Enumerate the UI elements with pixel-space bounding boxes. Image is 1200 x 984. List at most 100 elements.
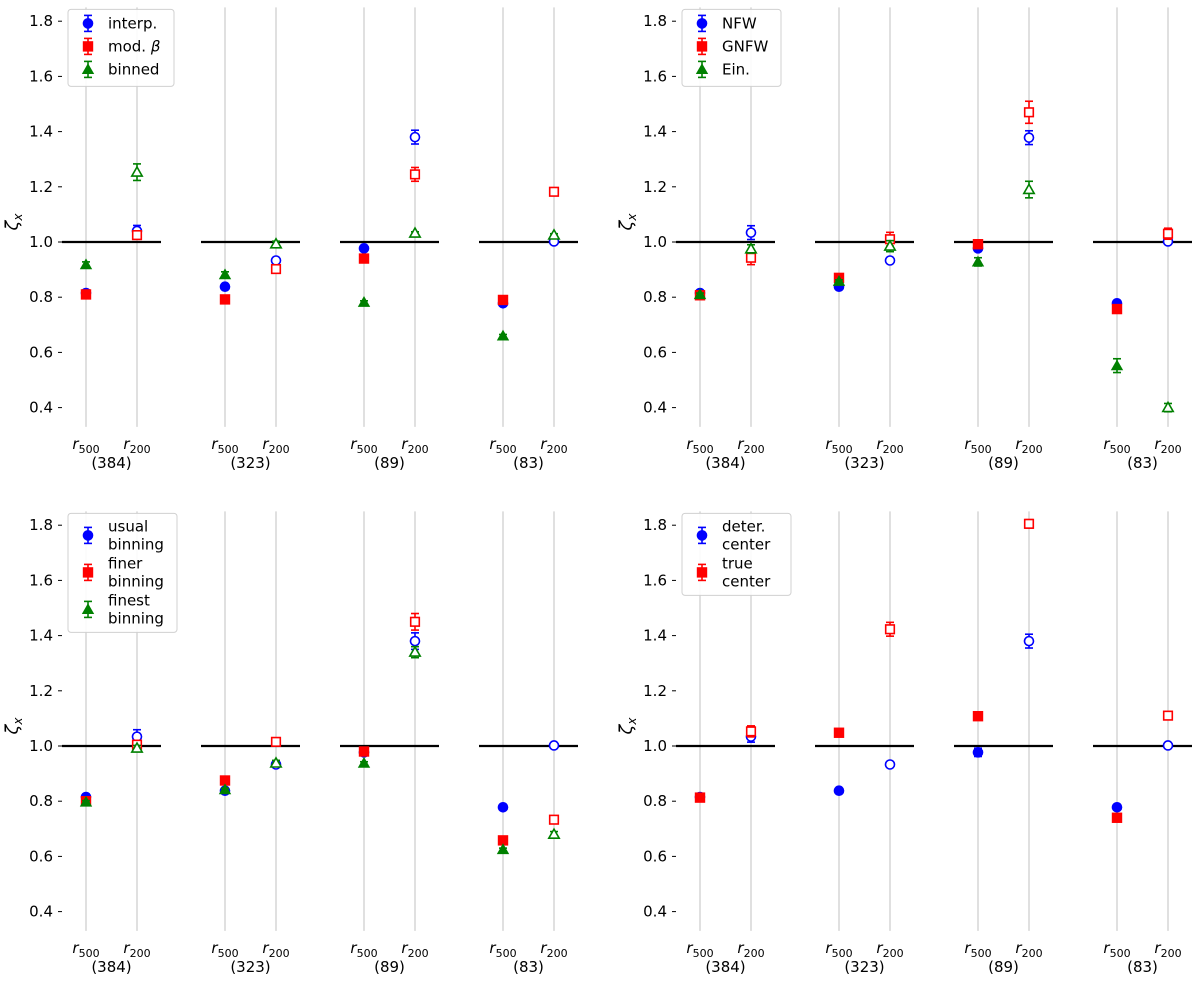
legend-label: mod. β <box>108 37 161 55</box>
ytick-label: 1.6 <box>643 571 667 589</box>
xtick-label-r500: r500 <box>686 435 713 456</box>
xtick-label-r200: r200 <box>401 939 428 960</box>
marker-interp--r500-(323) <box>219 281 231 293</box>
ytick-label: 1.2 <box>29 178 53 196</box>
xtick-label-r500: r500 <box>350 939 377 960</box>
marker-finest-binning-r500-(89) <box>357 756 371 768</box>
ytick-label: 1.0 <box>29 233 53 251</box>
xtick-label-r200: r200 <box>876 939 903 960</box>
ytick-label: 1.4 <box>29 627 53 645</box>
xtick-label-r500: r500 <box>1103 435 1130 456</box>
xtick-label-r200: r200 <box>262 939 289 960</box>
marker-NFW-r200-(89) <box>1023 132 1035 143</box>
ytick-label: 0.4 <box>643 903 667 921</box>
marker-Ein--r500-(384) <box>693 288 707 300</box>
legend-marker-interp- <box>82 18 94 29</box>
xtick-label-r200: r200 <box>1015 939 1042 960</box>
ytick-label: 1.4 <box>29 123 53 141</box>
group-label: (83) <box>513 454 544 472</box>
group-label: (384) <box>91 454 131 472</box>
marker-Ein--r200-(384) <box>744 242 758 254</box>
legend-marker-finer-binning <box>82 567 94 578</box>
ytick-label: 1.4 <box>643 627 667 645</box>
ytick-label: 1.8 <box>29 12 53 30</box>
group-label: (89) <box>374 958 405 976</box>
marker-GNFW-r500-(89) <box>972 239 984 250</box>
xtick-label-r200: r200 <box>1015 435 1042 456</box>
ytick-label: 1.6 <box>29 571 53 589</box>
ytick-label: 1.2 <box>643 178 667 196</box>
marker-true-center-r200-(83) <box>1162 710 1174 721</box>
xtick-label-r500: r500 <box>825 939 852 960</box>
marker-GNFW-r500-(83) <box>1111 303 1123 315</box>
marker-binned-r500-(384) <box>79 258 93 270</box>
ytick-label: 0.8 <box>643 288 667 306</box>
marker-true-center-r200-(89) <box>1023 518 1035 529</box>
legend-marker-usual-binning <box>82 530 94 541</box>
legend-marker-deter-center <box>696 530 708 541</box>
marker-usual-binning-r200-(89) <box>409 635 421 647</box>
group-label: (384) <box>705 454 745 472</box>
xtick-label-r200: r200 <box>1154 939 1181 960</box>
legend-label: finer binning <box>108 554 164 590</box>
legend-marker-finest-binning <box>81 603 95 614</box>
legend-label: Ein. <box>722 60 750 78</box>
marker-mod--r200-(384) <box>131 230 143 241</box>
y-axis-label: ζx <box>2 213 25 232</box>
marker-finer-binning-r500-(323) <box>219 775 231 786</box>
xtick-label-r200: r200 <box>540 435 567 456</box>
ytick-label: 1.4 <box>643 123 667 141</box>
marker-mod--r500-(323) <box>219 294 231 305</box>
legend-label: GNFW <box>722 37 768 55</box>
xtick-label-r500: r500 <box>964 939 991 960</box>
marker-GNFW-r200-(83) <box>1162 228 1174 239</box>
marker-binned-r500-(83) <box>496 329 510 341</box>
group-label: (83) <box>1127 454 1158 472</box>
legend-box <box>681 8 782 87</box>
marker-true-center-r500-(83) <box>1111 812 1123 823</box>
marker-binned-r200-(89) <box>408 226 422 238</box>
marker-interp--r200-(323) <box>270 255 282 266</box>
marker-deter-center-r200-(89) <box>1023 635 1035 647</box>
marker-finer-binning-r200-(323) <box>270 736 282 747</box>
xtick-label-r200: r200 <box>123 435 150 456</box>
marker-binned-r500-(89) <box>357 295 371 307</box>
legend-marker-mod- <box>82 41 94 52</box>
ytick-label: 1.8 <box>29 516 53 534</box>
marker-Ein--r500-(89) <box>971 255 985 267</box>
ytick-label: 1.0 <box>643 233 667 251</box>
marker-finest-binning-r200-(83) <box>547 827 561 840</box>
y-axis-label: ζx <box>2 717 25 736</box>
ytick-label: 1.6 <box>29 67 53 85</box>
marker-finer-binning-r200-(83) <box>548 814 560 825</box>
marker-true-center-r500-(384) <box>694 792 706 803</box>
marker-finer-binning-r200-(89) <box>409 616 421 627</box>
marker-mod--r200-(83) <box>548 186 560 197</box>
ytick-label: 0.8 <box>643 792 667 810</box>
xtick-label-r200: r200 <box>876 435 903 456</box>
y-axis-label: ζx <box>616 213 639 232</box>
marker-Ein--r500-(323) <box>832 274 846 286</box>
group-label: (323) <box>844 454 884 472</box>
ytick-label: 0.6 <box>643 847 667 865</box>
xtick-label-r500: r500 <box>964 435 991 456</box>
marker-mod--r200-(89) <box>409 169 421 180</box>
marker-finer-binning-r500-(89) <box>358 746 370 757</box>
marker-NFW-r200-(384) <box>745 227 757 238</box>
group-label: (384) <box>91 958 131 976</box>
marker-true-center-r200-(384) <box>745 726 757 737</box>
marker-Ein--r200-(89) <box>1022 182 1036 195</box>
marker-finest-binning-r200-(89) <box>408 645 422 657</box>
marker-binned-r200-(384) <box>130 165 144 177</box>
ytick-label: 1.2 <box>29 682 53 700</box>
marker-deter-center-r200-(323) <box>884 759 896 770</box>
ytick-label: 0.4 <box>29 903 53 921</box>
xtick-label-r200: r200 <box>123 939 150 960</box>
marker-finest-binning-r500-(323) <box>218 783 232 795</box>
ytick-label: 1.8 <box>643 516 667 534</box>
